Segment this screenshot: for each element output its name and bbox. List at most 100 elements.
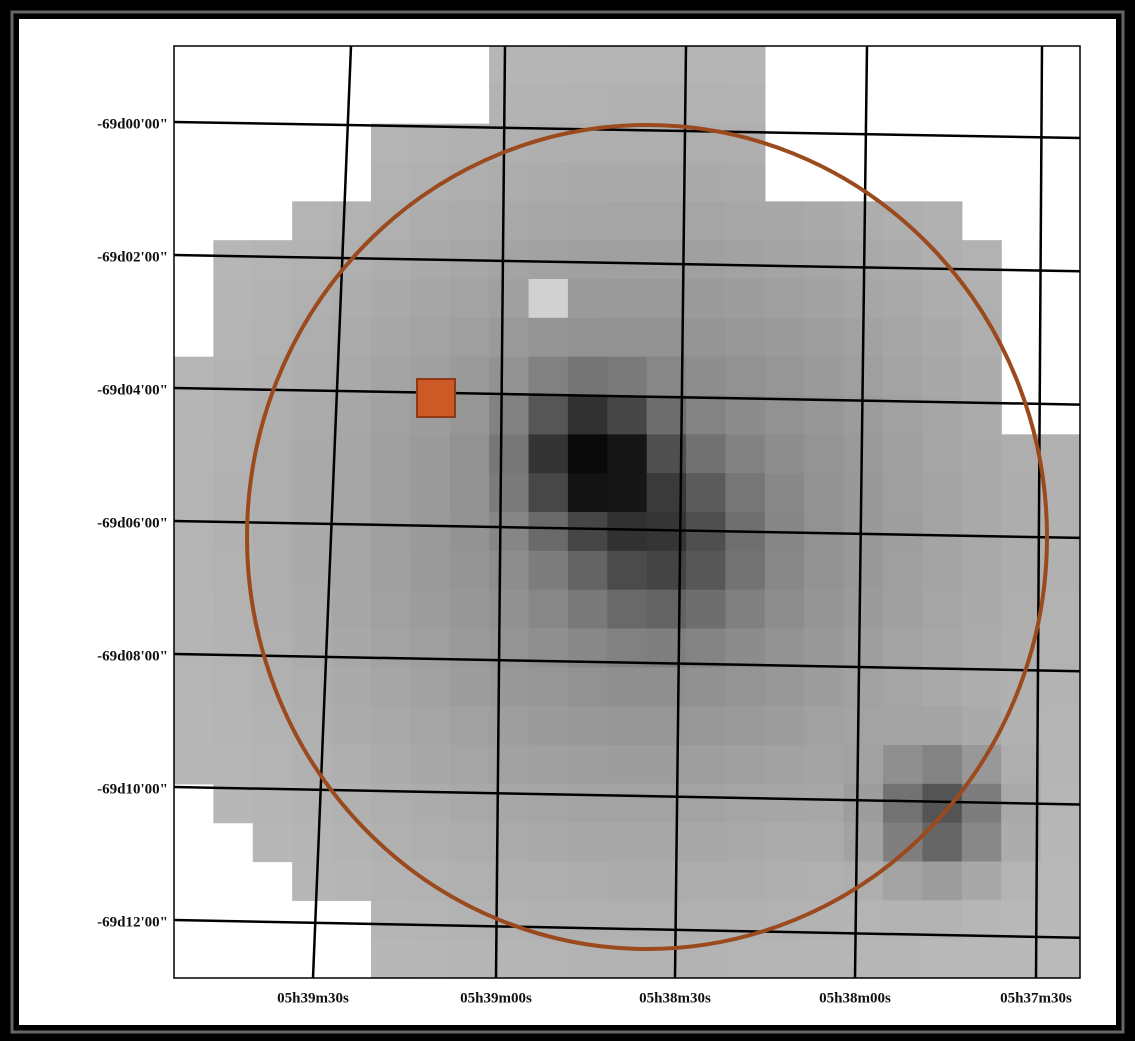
pixel xyxy=(292,823,332,862)
pixel xyxy=(450,823,490,862)
pixel xyxy=(922,706,962,745)
pixel xyxy=(213,318,253,357)
pixel xyxy=(371,551,411,590)
pixel xyxy=(686,784,726,823)
pixel xyxy=(844,667,884,706)
pixel xyxy=(765,357,805,396)
pixel xyxy=(489,590,529,629)
pixel xyxy=(371,396,411,435)
pixel xyxy=(371,434,411,473)
pixel xyxy=(725,823,765,862)
pixel xyxy=(725,240,765,279)
pixel xyxy=(725,590,765,629)
pixel xyxy=(253,512,293,551)
pixel xyxy=(607,667,647,706)
pixel xyxy=(529,473,569,512)
pixel xyxy=(292,473,332,512)
pixel xyxy=(568,46,608,85)
pixel xyxy=(804,784,844,823)
pixel xyxy=(686,396,726,435)
pixel xyxy=(725,46,765,85)
pixel xyxy=(332,434,372,473)
pixel xyxy=(804,862,844,901)
pixel xyxy=(450,667,490,706)
pixel xyxy=(607,551,647,590)
pixel xyxy=(725,279,765,318)
pixel xyxy=(725,201,765,240)
y-label: -69d04'00" xyxy=(97,382,168,398)
pixel xyxy=(1001,512,1041,551)
pixel xyxy=(686,551,726,590)
pixel xyxy=(410,823,450,862)
pixel xyxy=(1041,434,1081,473)
pixel xyxy=(686,279,726,318)
pixel xyxy=(253,396,293,435)
pixel xyxy=(253,590,293,629)
pixel xyxy=(647,823,687,862)
pixel xyxy=(410,784,450,823)
x-label: 05h37m30s xyxy=(1000,990,1072,1006)
pixel xyxy=(607,201,647,240)
pixel xyxy=(253,745,293,784)
pixel xyxy=(450,434,490,473)
pixel xyxy=(410,629,450,668)
pixel xyxy=(686,706,726,745)
pixel xyxy=(450,551,490,590)
pixel xyxy=(371,279,411,318)
pixel xyxy=(332,551,372,590)
pixel xyxy=(647,240,687,279)
pixel xyxy=(568,85,608,124)
pixel xyxy=(883,473,923,512)
pixel xyxy=(647,318,687,357)
pixel xyxy=(489,512,529,551)
pixel xyxy=(844,823,884,862)
pixel xyxy=(647,163,687,202)
pixel xyxy=(450,201,490,240)
pixel xyxy=(332,512,372,551)
pixel xyxy=(529,201,569,240)
pixel xyxy=(174,396,214,435)
pixel xyxy=(450,745,490,784)
pixel xyxy=(922,667,962,706)
pixel xyxy=(765,939,805,978)
pixel xyxy=(686,357,726,396)
pixel xyxy=(529,85,569,124)
pixel xyxy=(292,862,332,901)
pixel xyxy=(647,706,687,745)
pixel xyxy=(883,629,923,668)
pixel xyxy=(489,784,529,823)
pixel xyxy=(529,823,569,862)
page: -69d00'00"-69d02'00"-69d04'00"-69d06'00"… xyxy=(0,0,1135,1041)
pixel xyxy=(765,279,805,318)
pixel xyxy=(1041,862,1081,901)
pixel xyxy=(568,900,608,939)
pixel xyxy=(647,201,687,240)
pixel xyxy=(410,900,450,939)
pixel xyxy=(489,706,529,745)
pixel xyxy=(725,745,765,784)
pixel xyxy=(607,434,647,473)
pixel xyxy=(607,706,647,745)
pixel xyxy=(253,318,293,357)
pixel xyxy=(922,512,962,551)
pixel xyxy=(804,629,844,668)
pixel xyxy=(568,473,608,512)
pixel xyxy=(1041,745,1081,784)
y-label: -69d12'00" xyxy=(97,914,168,930)
pixel xyxy=(962,240,1002,279)
pixel xyxy=(607,862,647,901)
x-label: 05h39m00s xyxy=(460,990,532,1006)
pixel xyxy=(568,396,608,435)
pixel xyxy=(765,240,805,279)
pixel xyxy=(174,667,214,706)
pixel xyxy=(765,784,805,823)
pixel xyxy=(844,629,884,668)
pixel xyxy=(804,706,844,745)
pixel xyxy=(765,823,805,862)
pixel xyxy=(765,706,805,745)
pixel xyxy=(253,823,293,862)
pixel xyxy=(922,745,962,784)
pixel xyxy=(568,551,608,590)
pixel xyxy=(883,512,923,551)
pixel xyxy=(922,318,962,357)
